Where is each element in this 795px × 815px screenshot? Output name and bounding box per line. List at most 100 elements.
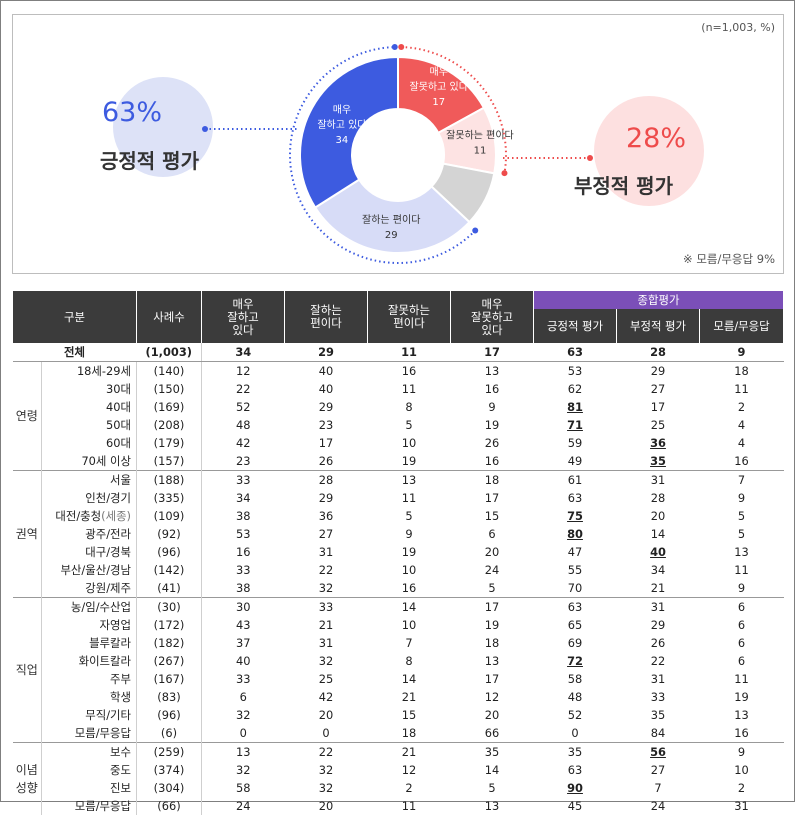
cell-6: 26 [617,634,700,652]
cell-7: 10 [700,761,784,779]
cell-1: 58 [202,779,285,797]
header-col-4-line-3: 있다 [482,323,503,337]
cell-6: 29 [617,362,700,381]
positive-percent: 63% [102,97,162,128]
row-label-text: 50대 [106,418,131,432]
cell-2: 23 [285,416,368,434]
cell-6: 20 [617,507,700,525]
row-n: (169) [137,398,202,416]
header-negative: 부정적 평가 [617,309,700,343]
row-n: (66) [137,797,202,815]
row-label-text: 주부 [110,672,131,686]
donut-slice-5 [300,57,398,208]
slice-label-4-2: 29 [385,230,398,241]
cell-1: 34 [202,489,285,507]
cell-1: 38 [202,507,285,525]
cell-2: 31 [285,543,368,561]
cell-6: 24 [617,797,700,815]
row-label: 중도 [42,761,137,779]
header-col-2-line-2: 편이다 [310,316,341,330]
row-label-text: 대전/충청 [55,509,101,523]
positive-arc-end [472,227,478,233]
row-label-text: 농/임/수산업 [71,600,131,614]
cell-3: 8 [368,652,451,670]
cell-1: 53 [202,525,285,543]
row-n: (150) [137,380,202,398]
cell-7: 31 [700,797,784,815]
row-label-text: 40대 [106,400,131,414]
cell-6: 36 [617,434,700,452]
positive-connector-dot [202,126,208,132]
cell-4: 5 [451,779,534,797]
cell-6: 28 [617,343,700,362]
row-label-text: 강원/제주 [85,581,131,595]
cell-3: 11 [368,489,451,507]
cell-2: 31 [285,634,368,652]
cell-1: 48 [202,416,285,434]
cell-6: 33 [617,688,700,706]
row-label: 70세 이상 [42,452,137,471]
row-label-text: 18세-29세 [77,364,131,378]
negative-arc-end [501,170,507,176]
row-label-text: 부산/울산/경남 [60,563,131,577]
cell-4: 14 [451,761,534,779]
cell-5: 63 [534,489,617,507]
dont-know-note: ※ 모름/무응답 9% [683,251,775,267]
row-label-text: 광주/전라 [85,527,131,541]
cell-4: 18 [451,634,534,652]
cell-3: 13 [368,471,451,490]
cell-3: 16 [368,579,451,598]
cell-3: 12 [368,761,451,779]
row-n: (30) [137,598,202,617]
cell-6: 27 [617,380,700,398]
row-n: (208) [137,416,202,434]
cell-4: 13 [451,797,534,815]
cell-3: 11 [368,380,451,398]
cell-5: 70 [534,579,617,598]
group-label: 직업 [13,598,42,743]
cell-7: 19 [700,688,784,706]
cell-7: 16 [700,452,784,471]
row-label-text: 블루칼라 [89,636,131,650]
cell-2: 27 [285,525,368,543]
cell-4: 6 [451,525,534,543]
cell-7: 6 [700,652,784,670]
header-col-4-line-2: 잘못하고 [471,310,513,324]
row-label: 주부 [42,670,137,688]
cell-1: 23 [202,452,285,471]
header-n: 사례수 [137,291,202,343]
cell-1: 12 [202,362,285,381]
cell-3: 10 [368,561,451,579]
cell-6: 22 [617,652,700,670]
slice-label-4-1: 잘하는 편이다 [362,213,420,226]
row-n: (109) [137,507,202,525]
cell-2: 32 [285,652,368,670]
cell-5: 63 [534,598,617,617]
cell-2: 32 [285,579,368,598]
cell-1: 38 [202,579,285,598]
cell-2: 20 [285,797,368,815]
header-col-1-line-3: 있다 [233,323,254,337]
cell-6: 35 [617,706,700,724]
cell-5: 52 [534,706,617,724]
row-n: (96) [137,706,202,724]
row-label: 보수 [42,743,137,762]
cell-6: 84 [617,724,700,743]
cell-6: 35 [617,452,700,471]
cell-5: 75 [534,507,617,525]
positive-label: 긍정적 평가 [100,145,199,174]
cell-1: 6 [202,688,285,706]
cell-5: 80 [534,525,617,543]
cell-4: 17 [451,489,534,507]
